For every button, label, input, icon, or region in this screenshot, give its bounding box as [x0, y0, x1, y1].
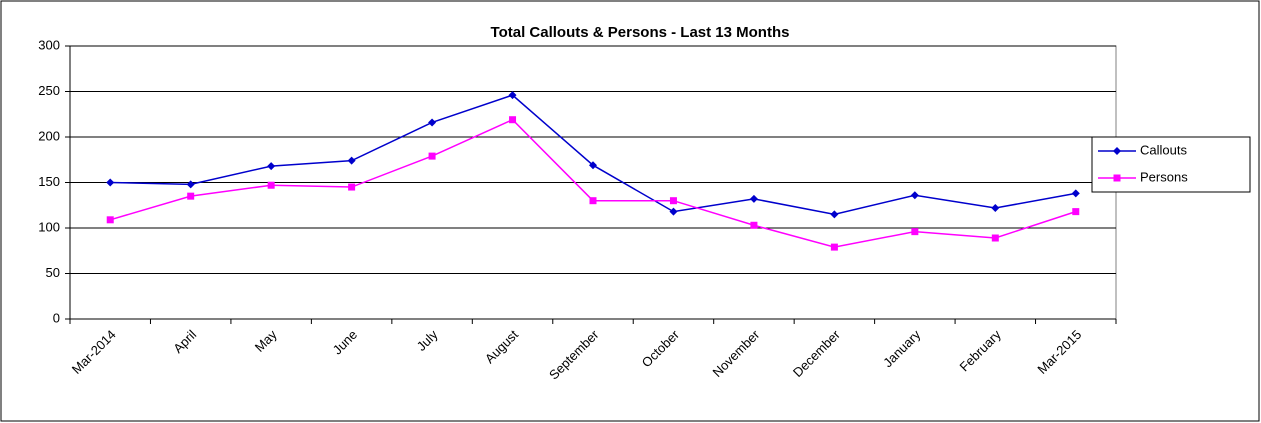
- y-tick-label: 150: [38, 174, 60, 189]
- data-point: [267, 162, 276, 171]
- data-point: [669, 207, 678, 216]
- data-point: [347, 156, 356, 165]
- legend-label: Callouts: [1140, 142, 1187, 157]
- data-point: [830, 210, 839, 219]
- y-tick-label: 250: [38, 83, 60, 98]
- y-tick-label: 0: [53, 310, 60, 325]
- data-point: [106, 178, 115, 187]
- data-point: [749, 194, 758, 203]
- data-point: [1072, 208, 1080, 216]
- data-point: [991, 234, 999, 242]
- data-point: [991, 203, 1000, 212]
- data-point: [589, 197, 597, 205]
- data-point: [830, 243, 838, 251]
- legend-marker: [1113, 174, 1121, 182]
- data-point: [509, 116, 517, 124]
- data-point: [348, 183, 356, 191]
- legend-label: Persons: [1140, 169, 1188, 184]
- data-point: [589, 161, 597, 170]
- y-tick-label: 50: [46, 265, 60, 280]
- y-tick-label: 200: [38, 128, 60, 143]
- data-point: [750, 221, 758, 229]
- data-point: [669, 197, 677, 205]
- data-point: [106, 216, 114, 224]
- data-point: [267, 181, 275, 189]
- y-tick-label: 100: [38, 219, 60, 234]
- data-point: [428, 152, 436, 160]
- data-point: [911, 228, 919, 236]
- legend-marker: [1113, 147, 1121, 155]
- legend-box: [1091, 136, 1251, 193]
- data-point: [910, 191, 919, 200]
- data-point: [187, 192, 195, 200]
- data-point: [186, 180, 195, 189]
- chart-title: Total Callouts & Persons - Last 13 Month…: [491, 24, 790, 41]
- data-point: [428, 118, 437, 127]
- data-point: [1071, 189, 1080, 198]
- y-tick-label: 300: [38, 37, 60, 52]
- data-point: [508, 91, 517, 100]
